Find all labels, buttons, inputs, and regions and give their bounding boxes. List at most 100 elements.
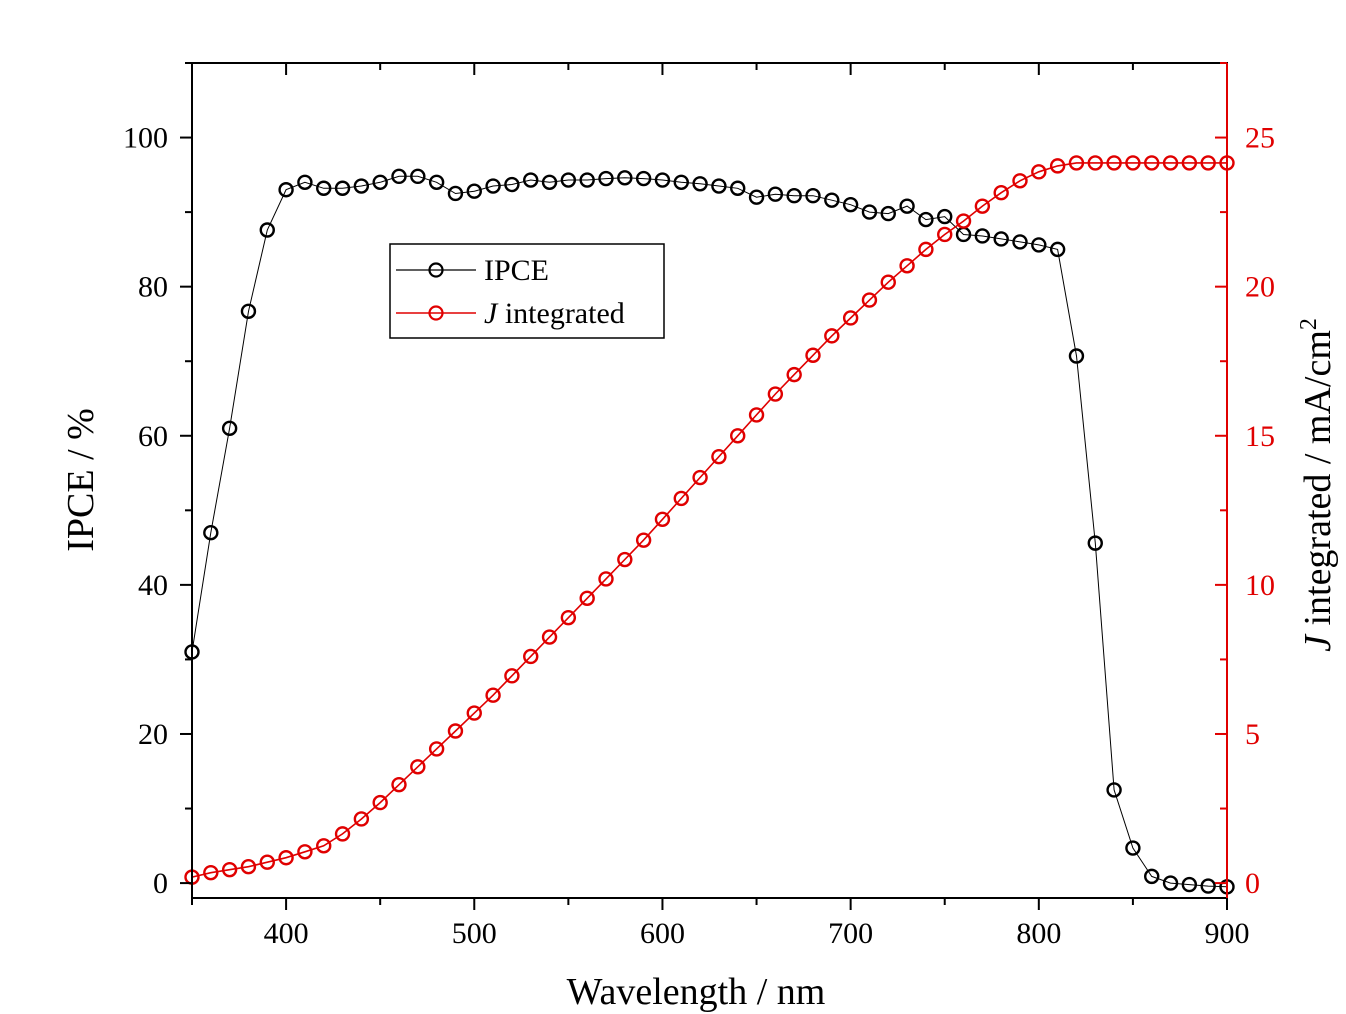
ipce-point (880, 205, 896, 222)
j-integrated-point (447, 723, 464, 739)
ipce-point (485, 178, 501, 194)
ipce-point (297, 174, 313, 190)
j-integrated-point (259, 854, 275, 870)
j-integrated-point (334, 826, 351, 842)
y-tick-label: 100 (123, 122, 168, 155)
j-integrated-point (410, 759, 426, 775)
j-integrated-point (353, 811, 370, 827)
ipce-point (316, 180, 332, 196)
ipce-point (560, 172, 577, 188)
j-integrated-line (191, 162, 1227, 878)
ipce-point (278, 182, 294, 198)
ipce-point (410, 168, 426, 185)
ipce-point (767, 186, 784, 202)
y2-tick-label: 0 (1245, 867, 1260, 900)
y-tick-label: 60 (138, 420, 168, 453)
legend-j-label: J integrated (484, 297, 625, 330)
j-integrated-point (372, 794, 388, 811)
j-integrated-point (278, 850, 294, 866)
j-integrated-point (861, 292, 878, 308)
j-integrated-point (993, 185, 1009, 201)
x-tick-label: 900 (1205, 917, 1250, 950)
y-tick-label: 80 (138, 271, 168, 304)
j-integrated-point (297, 844, 313, 860)
y2-tick-label: 15 (1245, 420, 1275, 453)
ipce-point (353, 178, 370, 194)
ipce-point (541, 174, 558, 190)
x-tick-label: 700 (828, 917, 873, 950)
ipce-point (842, 196, 859, 213)
ipce-point (1144, 868, 1160, 885)
ipce-point (579, 172, 595, 188)
j-integrated-point (1144, 155, 1160, 171)
j-integrated-point (635, 532, 652, 548)
j-integrated-point (730, 428, 746, 444)
j-integrated-point (1181, 155, 1198, 171)
x-tick-label: 500 (452, 917, 497, 950)
ipce-point (466, 183, 482, 199)
j-integrated-point (974, 198, 991, 214)
j-integrated-point (1125, 155, 1141, 171)
legend-j-label-italic: J (484, 297, 499, 330)
j-integrated-point (1031, 164, 1047, 180)
ipce-point (598, 170, 614, 187)
ipce-point (993, 231, 1009, 247)
j-integrated-point (240, 858, 257, 875)
j-integrated-point (541, 629, 558, 645)
y2-axis-title-italic: J (1297, 633, 1339, 652)
j-integrated-point (560, 609, 577, 626)
ipce-point (635, 170, 652, 187)
j-integrated-point (203, 864, 219, 881)
j-integrated-point (842, 310, 859, 326)
ipce-point (861, 204, 878, 220)
x-tick-label: 800 (1016, 917, 1061, 950)
y2-tick-label: 5 (1245, 718, 1260, 751)
ipce-point (711, 178, 727, 194)
ipce-point (692, 176, 708, 192)
legend-box (389, 243, 665, 339)
ipce-point (899, 198, 915, 214)
x-tick-label: 400 (264, 917, 309, 950)
ipce-line (191, 175, 1228, 888)
j-integrated-point (579, 590, 595, 606)
j-integrated-point (1068, 155, 1085, 171)
ipce-point (334, 180, 351, 196)
j-integrated-point (955, 213, 972, 229)
j-integrated-point (1106, 155, 1122, 171)
legend-ipce-marker (428, 262, 444, 278)
j-integrated-point (617, 551, 633, 568)
y-tick-label: 40 (138, 569, 168, 602)
j-integrated-point (824, 328, 840, 344)
ipce-point (974, 228, 991, 244)
legend: IPCE J integrated (389, 243, 665, 339)
y-tick-label: 0 (153, 867, 168, 900)
ipce-point (617, 170, 633, 186)
ipce-point (1087, 535, 1103, 551)
j-integrated-point (316, 838, 332, 854)
j-integrated-point (1087, 155, 1103, 171)
legend-j-label-text: integrated (497, 297, 624, 330)
ipce-point (1106, 782, 1122, 798)
j-integrated-point (391, 776, 407, 793)
ipce-point (673, 174, 689, 190)
j-integrated-point (1200, 155, 1216, 171)
ipce-point (428, 174, 445, 190)
ipce-point (730, 180, 746, 196)
y2-axis-title-superscript: 2 (1296, 318, 1322, 330)
j-integrated-point (692, 469, 708, 486)
ipce-point (1031, 237, 1047, 253)
ipce-point (504, 176, 520, 193)
j-integrated-point (937, 226, 953, 243)
j-integrated-point (466, 705, 482, 721)
ipce-point (1200, 878, 1216, 894)
y2-tick-label: 25 (1245, 122, 1275, 155)
plot-frame (191, 62, 1228, 899)
ipce-point (937, 208, 953, 225)
ipce-point (523, 172, 539, 188)
ipce-point (221, 420, 238, 437)
ipce-point (786, 188, 802, 204)
j-integrated-point (221, 861, 238, 878)
ipce-point (1125, 840, 1141, 856)
ipce-point (805, 188, 821, 204)
